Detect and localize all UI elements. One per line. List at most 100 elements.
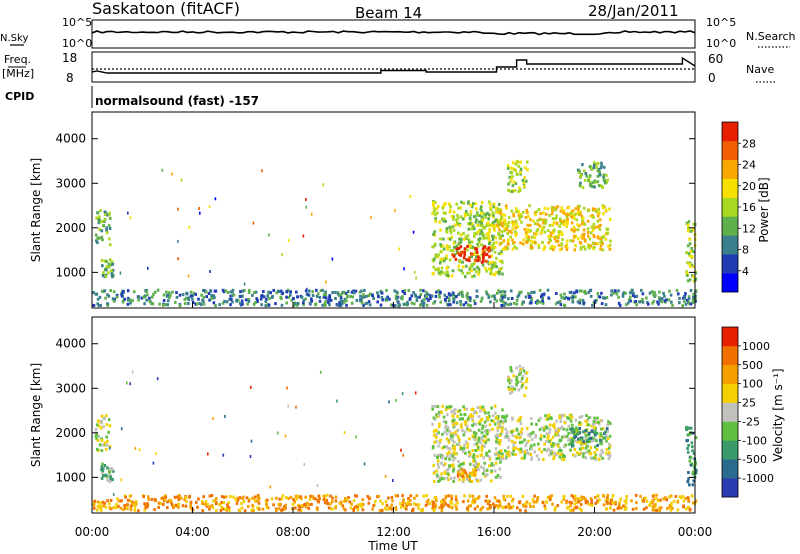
data-cell	[280, 508, 283, 512]
data-cell	[599, 240, 602, 244]
data-cell-sparse	[129, 382, 131, 386]
data-cell	[460, 425, 463, 429]
data-cell	[521, 450, 524, 454]
data-cell	[365, 301, 369, 305]
data-cell	[346, 294, 349, 298]
data-cell	[483, 408, 486, 412]
data-cell	[493, 294, 496, 298]
data-cell	[512, 180, 516, 184]
data-cell	[446, 274, 450, 278]
data-cell	[574, 427, 578, 431]
data-cell	[100, 476, 104, 480]
data-cell	[479, 205, 483, 209]
data-cell	[617, 295, 620, 299]
data-cell	[598, 295, 602, 299]
data-cell	[609, 239, 612, 243]
data-cell	[518, 436, 522, 440]
data-cell	[582, 455, 585, 459]
data-cell	[196, 505, 199, 509]
data-cell	[530, 297, 533, 301]
data-cell-sparse	[398, 247, 400, 251]
data-cell	[472, 501, 475, 505]
data-cell	[630, 291, 633, 295]
data-cell	[563, 421, 567, 425]
data-cell	[438, 440, 442, 444]
data-cell	[504, 419, 507, 423]
data-cell	[686, 272, 689, 276]
data-cell	[631, 507, 635, 511]
data-cell	[470, 227, 474, 231]
data-cell	[491, 263, 494, 267]
data-cell	[415, 299, 419, 302]
data-cell	[644, 496, 647, 500]
data-cell	[470, 255, 473, 259]
data-cell	[440, 503, 443, 507]
data-cell	[162, 293, 166, 297]
data-cell	[536, 299, 539, 303]
data-cell	[524, 166, 527, 170]
data-cell	[626, 301, 630, 305]
data-cell	[429, 297, 432, 300]
data-cell	[440, 472, 443, 476]
data-cell	[518, 369, 521, 373]
data-cell	[551, 435, 555, 439]
data-cell	[505, 455, 508, 459]
data-cell	[511, 385, 514, 389]
data-cell	[359, 502, 363, 506]
data-cell	[97, 304, 101, 307]
data-cell	[445, 271, 449, 275]
data-cell-sparse	[126, 381, 128, 385]
data-cell	[563, 292, 566, 296]
data-cell	[608, 501, 612, 505]
data-cell	[571, 209, 575, 213]
data-cell	[95, 423, 99, 427]
data-cell	[101, 273, 105, 277]
data-cell	[519, 447, 523, 451]
data-cell	[260, 303, 263, 307]
data-cell	[448, 210, 452, 214]
data-cell	[571, 444, 575, 447]
data-cell	[686, 274, 689, 277]
data-cell	[588, 502, 591, 506]
data-cell	[433, 200, 437, 204]
data-cell	[425, 494, 428, 497]
data-cell	[607, 453, 610, 457]
data-cell	[538, 447, 541, 451]
data-cell	[507, 387, 511, 391]
data-cell	[221, 301, 225, 305]
data-cell	[689, 426, 693, 430]
data-cell	[433, 230, 436, 234]
data-cell	[533, 494, 536, 498]
data-cell-sparse	[177, 239, 179, 243]
data-cell	[547, 447, 550, 451]
colorbar-tick-label: -25	[742, 415, 760, 428]
data-cell	[593, 422, 597, 426]
data-cell	[95, 433, 99, 437]
data-cell	[429, 294, 432, 298]
data-cell-sparse	[199, 211, 201, 215]
data-cell	[355, 494, 359, 498]
data-cell	[645, 499, 649, 503]
data-cell	[270, 497, 274, 501]
data-cell	[472, 463, 476, 467]
data-cell	[584, 292, 587, 295]
data-cell	[482, 255, 485, 259]
data-cell	[603, 179, 606, 183]
data-cell	[459, 215, 463, 219]
data-cell	[466, 507, 469, 511]
data-cell	[367, 501, 371, 505]
data-cell	[462, 433, 466, 437]
data-cell	[355, 299, 359, 302]
data-cell	[692, 452, 696, 456]
data-cell	[265, 502, 268, 506]
data-cell	[365, 294, 368, 298]
data-cell-sparse	[384, 475, 387, 478]
data-cell	[189, 500, 193, 504]
data-cell	[597, 184, 601, 188]
data-cell	[504, 505, 508, 509]
data-cell	[481, 435, 484, 439]
data-cell	[554, 208, 557, 212]
data-cell	[506, 445, 510, 449]
data-cell-sparse	[108, 446, 111, 450]
data-cell	[261, 507, 265, 511]
